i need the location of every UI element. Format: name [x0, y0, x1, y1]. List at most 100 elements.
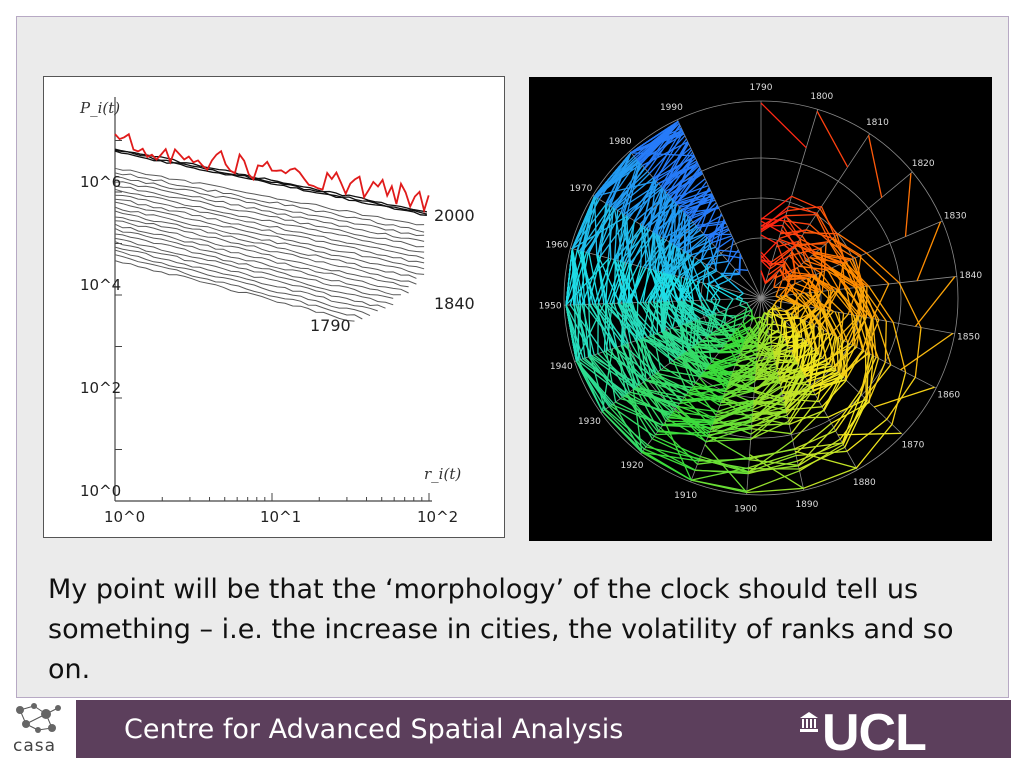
- rank-clock-chart: 1790 1800 1810 1820 1830 1840 1850 1860 1870 1880…: [529, 77, 992, 541]
- rank-trajectory: [708, 428, 752, 436]
- rank-trajectory: [695, 382, 723, 400]
- series-line: [114, 227, 401, 296]
- rank-trajectory: [605, 350, 617, 403]
- series-line-recent: [114, 149, 428, 215]
- rank-trajectory: [833, 392, 860, 429]
- rank-trajectory: [722, 262, 730, 276]
- casa-logo-text: casa: [13, 736, 57, 756]
- rank-trajectory: [753, 402, 787, 411]
- rank-trajectory: [855, 423, 893, 469]
- rank-trajectory: [719, 309, 728, 328]
- rank-trajectory: [767, 327, 782, 334]
- rank-trajectory: [760, 220, 782, 233]
- decade-label: 1890: [795, 500, 818, 510]
- rank-trajectory: [693, 345, 705, 373]
- rank-trajectory: [645, 379, 687, 396]
- rank-trajectory: [760, 251, 772, 264]
- rank-trajectory: [867, 135, 883, 198]
- decade-label: 1960: [545, 241, 568, 251]
- rank-trajectory: [700, 237, 708, 262]
- rank-trajectory: [698, 337, 731, 344]
- rank-trajectory: [778, 313, 793, 316]
- rank-trajectory: [690, 300, 712, 316]
- decade-label: 1910: [674, 491, 697, 501]
- rank-trajectory: [672, 154, 695, 201]
- rank-trajectory: [699, 299, 712, 316]
- rank-trajectory: [622, 302, 632, 343]
- rank-trajectory: [686, 322, 702, 342]
- rank-trajectory: [697, 342, 710, 366]
- series-line-recent: [114, 148, 427, 213]
- rank-trajectory: [777, 367, 801, 376]
- rank-trajectory: [755, 372, 781, 385]
- rank-trajectory: [798, 293, 809, 308]
- rank-trajectory: [565, 248, 573, 306]
- rank-trajectory: [696, 197, 715, 227]
- rank-trajectory: [661, 149, 693, 189]
- rank-trajectory: [760, 102, 807, 149]
- rank-trajectory: [575, 360, 603, 412]
- rank-trajectory: [873, 386, 935, 408]
- series-line: [114, 233, 394, 299]
- rank-trajectory: [690, 321, 710, 336]
- rank-trajectory: [802, 360, 827, 374]
- rank-trajectory: [686, 235, 706, 254]
- rank-trajectory: [717, 219, 726, 251]
- rank-trajectory: [739, 304, 748, 309]
- rank-trajectory: [779, 376, 806, 381]
- rank-trajectory: [797, 339, 806, 365]
- rank-trajectory: [629, 302, 644, 339]
- rank-trajectory: [655, 333, 694, 347]
- rank-trajectory: [708, 284, 721, 300]
- rank-trajectory: [634, 178, 655, 222]
- rank-trajectory: [605, 303, 613, 351]
- rank-trajectory: [781, 358, 796, 395]
- rank-trajectory: [760, 259, 771, 270]
- series-line: [114, 254, 363, 320]
- rank-trajectory: [767, 263, 784, 276]
- rank-trajectory: [692, 385, 717, 416]
- rank-trajectory: [846, 418, 888, 452]
- rank-trajectory: [695, 469, 749, 473]
- rank-trajectory: [785, 374, 805, 413]
- rank-trajectory: [779, 353, 793, 387]
- rank-trajectory: [812, 275, 832, 291]
- rank-trajectory: [697, 457, 750, 465]
- decade-label: 1980: [609, 137, 632, 147]
- rank-trajectory: [627, 343, 636, 389]
- rank-trajectory: [648, 268, 667, 302]
- rank-trajectory: [747, 314, 754, 318]
- rank-trajectory: [653, 201, 676, 234]
- rank-trajectory: [771, 343, 787, 347]
- rank-trajectory: [633, 388, 677, 408]
- rank-trajectory: [729, 337, 742, 352]
- rank-trajectory: [717, 399, 754, 413]
- rank-trajectory: [706, 265, 711, 285]
- rank-trajectory: [914, 276, 956, 327]
- rank-trajectory: [709, 333, 733, 336]
- rank-trajectory: [662, 424, 712, 429]
- rank-trajectory: [831, 267, 863, 288]
- rank-trajectory: [816, 110, 849, 168]
- rank-trajectory: [630, 127, 682, 154]
- rank-trajectory: [728, 249, 739, 263]
- rank-trajectory: [740, 339, 759, 352]
- rank-trajectory: [655, 242, 671, 271]
- rank-trajectory: [749, 459, 799, 466]
- rank-trajectory: [816, 291, 823, 310]
- rank-trajectory: [706, 228, 729, 239]
- rank-trajectory: [748, 306, 752, 311]
- rank-trajectory: [900, 332, 954, 371]
- rank-trajectory: [711, 420, 753, 429]
- rank-trajectory: [809, 351, 818, 386]
- rank-trajectory: [674, 233, 704, 247]
- rank-trajectory: [645, 379, 692, 389]
- rank-trajectory: [655, 233, 665, 273]
- rank-trajectory: [669, 274, 678, 302]
- rank-trajectory: [642, 237, 664, 268]
- rank-trajectory: [725, 387, 755, 393]
- series-line: [114, 223, 409, 294]
- rank-trajectory: [729, 269, 736, 280]
- rank-trajectory: [839, 340, 844, 374]
- rank-trajectory: [753, 374, 779, 392]
